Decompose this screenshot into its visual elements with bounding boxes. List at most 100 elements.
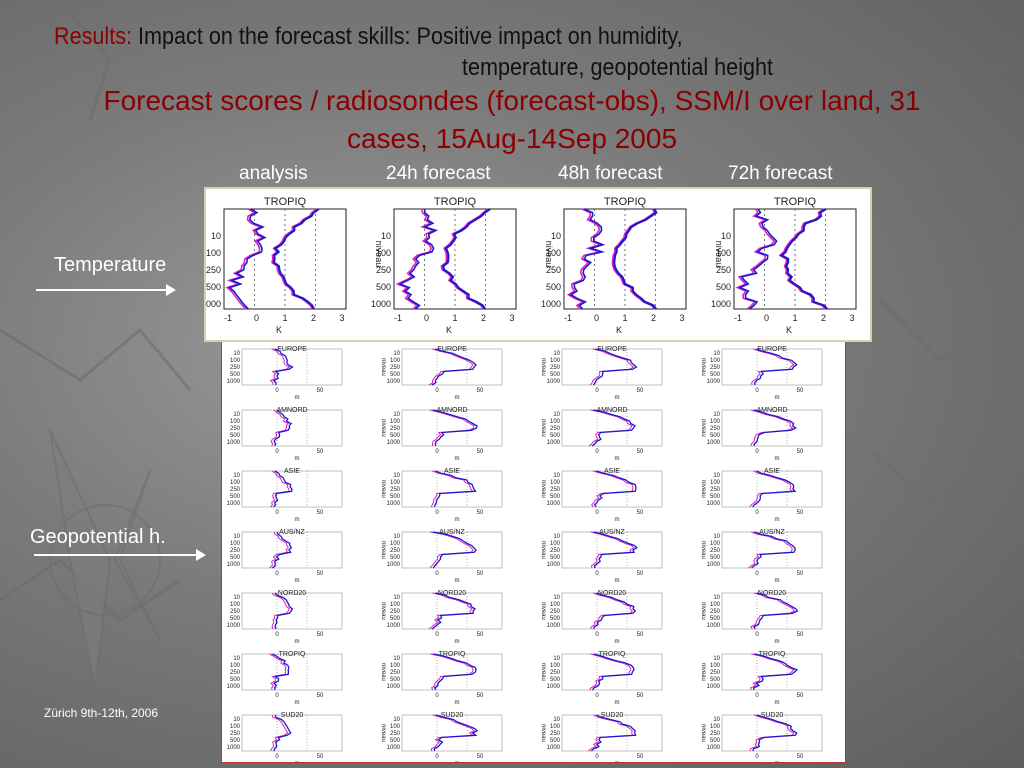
y-tick-label: 10 (393, 656, 400, 662)
y-tick-label: 1000 (227, 562, 241, 568)
x-tick-label: -1 (734, 313, 742, 323)
column-label-analysis: analysis (239, 163, 308, 184)
y-tick-label: 10 (713, 656, 720, 662)
x-tick-label: 50 (637, 632, 644, 638)
y-tick-label: 10 (713, 412, 720, 418)
y-tick-label: 1000 (387, 379, 401, 385)
plot-region-title: AUS/NZ (279, 529, 305, 536)
plot-region-title: ASIE (764, 468, 780, 475)
x-tick-label: 0 (424, 313, 429, 323)
x-tick-label: 3 (339, 313, 344, 323)
y-tick-label: 250 (206, 265, 221, 275)
plot-frame (721, 592, 823, 630)
series-blue (272, 348, 294, 386)
y-tick-label: 1000 (547, 501, 561, 507)
column-label-24h: 24h forecast (386, 163, 491, 184)
plot-frame (561, 653, 663, 691)
x-unit-label: m (455, 578, 460, 584)
y-tick-label: 500 (546, 282, 561, 292)
x-tick-label: 0 (275, 754, 279, 760)
y-tick-label: 250 (230, 670, 241, 676)
x-unit-label: m (615, 517, 620, 523)
y-tick-label: 250 (230, 365, 241, 371)
plot-region-title: AMNORD (276, 407, 307, 414)
x-tick-label: 50 (797, 693, 804, 699)
y-tick-label: 500 (390, 372, 401, 378)
x-unit-label: m (455, 395, 460, 401)
x-tick-label: 50 (317, 632, 324, 638)
y-tick-label: 100 (390, 480, 401, 486)
x-unit-label: m (615, 578, 620, 584)
y-tick-label: 10 (233, 351, 240, 357)
x-tick-label: 0 (435, 754, 439, 760)
plot-frame (241, 653, 343, 691)
series-blue-left (397, 209, 439, 310)
y-tick-label: 250 (390, 365, 401, 371)
x-unit-label: m (615, 700, 620, 706)
plot-frame (401, 714, 503, 752)
x-tick-label: 0 (595, 510, 599, 516)
y-tick-label: 500 (376, 282, 391, 292)
y-tick-label: 10 (713, 473, 720, 479)
y-tick-label: 100 (710, 541, 721, 547)
y-tick-label: 1000 (547, 379, 561, 385)
x-tick-label: 0 (755, 632, 759, 638)
x-tick-label: 2 (311, 313, 316, 323)
plot-region-title: AMNORD (756, 407, 787, 414)
y-tick-label: 100 (546, 248, 561, 258)
y-tick-label: 250 (710, 426, 721, 432)
y-axis-label: niveau (540, 419, 546, 437)
y-tick-label: 1000 (387, 745, 401, 751)
y-tick-label: 10 (233, 717, 240, 723)
y-tick-label: 250 (550, 609, 561, 615)
x-tick-label: 50 (797, 571, 804, 577)
x-tick-label: 50 (797, 388, 804, 394)
series-blue (593, 531, 638, 569)
y-tick-label: 10 (553, 595, 560, 601)
plot-region-title: EUROPE (437, 346, 467, 353)
y-tick-label: 500 (390, 433, 401, 439)
series-blue (274, 592, 294, 630)
y-tick-label: 100 (550, 724, 561, 730)
x-unit-label: m (295, 517, 300, 523)
y-tick-label: 250 (390, 487, 401, 493)
footer-text: Zürich 9th-12th, 2006 (44, 706, 159, 720)
plot-region-title: ASIE (284, 468, 300, 475)
y-tick-label: 10 (393, 717, 400, 723)
y-tick-label: 1000 (541, 299, 561, 309)
x-unit-label: K (616, 325, 622, 335)
y-tick-label: 500 (710, 616, 721, 622)
x-tick-label: 0 (435, 693, 439, 699)
y-tick-label: 250 (710, 609, 721, 615)
plot-region-title: NORD20 (598, 590, 627, 597)
y-tick-label: 1000 (227, 745, 241, 751)
plot-region-title: NORD20 (758, 590, 787, 597)
y-tick-label: 1000 (707, 562, 721, 568)
series-blue-right (613, 208, 658, 310)
y-tick-label: 10 (233, 656, 240, 662)
y-tick-label: 250 (710, 548, 721, 554)
slide-title: Results: Impact on the forecast skills: … (54, 22, 864, 52)
y-tick-label: 10 (713, 717, 720, 723)
plot-region-title: TROPIQ (774, 196, 817, 208)
y-axis-label: niveau (380, 602, 386, 620)
series-magenta (589, 653, 632, 691)
y-tick-label: 100 (390, 724, 401, 730)
plot-frame (561, 348, 663, 386)
y-tick-label: 1000 (547, 745, 561, 751)
x-tick-label: 50 (477, 632, 484, 638)
plot-region-title: SUD20 (761, 712, 784, 719)
y-tick-label: 500 (710, 555, 721, 561)
x-unit-label: K (786, 325, 792, 335)
x-tick-label: 2 (481, 313, 486, 323)
y-tick-label: 1000 (707, 501, 721, 507)
y-tick-label: 10 (553, 656, 560, 662)
plot-region-title: NORD20 (438, 590, 467, 597)
y-axis-label: niveau (714, 241, 724, 268)
y-tick-label: 250 (390, 548, 401, 554)
